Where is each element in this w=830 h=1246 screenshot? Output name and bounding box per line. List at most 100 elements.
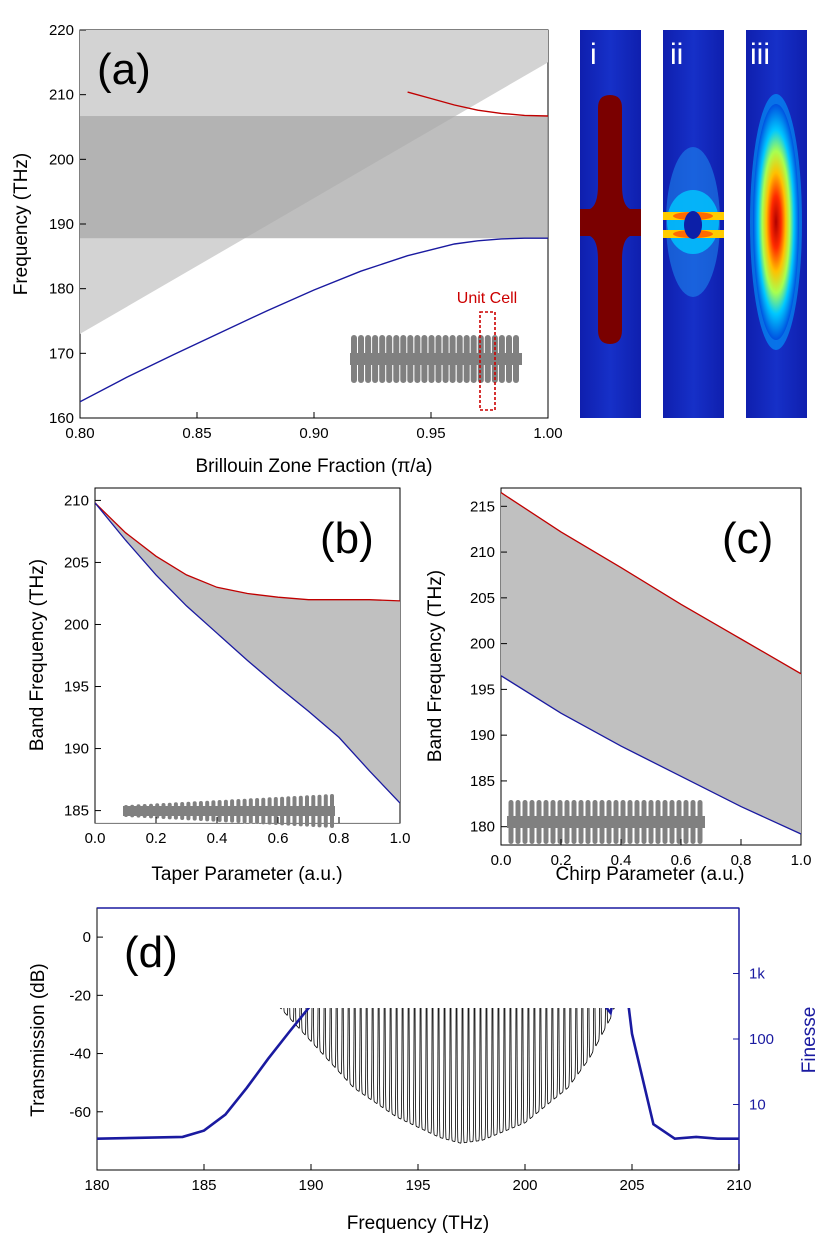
unit-cell-box	[479, 311, 496, 411]
waveguide-rib	[421, 335, 428, 383]
panel-c-y-ticks: 180 185 190 195 200 205 210 215	[470, 498, 507, 836]
panel-d: 180 185 190 195 200 205 210 0 -20 -40 -60 10 100 1k…	[28, 907, 820, 1234]
panel-d-label: (d)	[124, 928, 178, 977]
panel-d-x-ticks: 180 185 190 195 200 205 210	[84, 1164, 752, 1194]
waveguide-rib	[697, 800, 703, 844]
panel-d-frame	[96, 907, 740, 1171]
waveguide-rib	[557, 800, 563, 844]
y-tick-label: -40	[69, 1046, 91, 1063]
panel-c-upper-edge	[501, 492, 801, 675]
waveguide-rib	[365, 335, 372, 383]
panel-b-lower-edge	[95, 502, 400, 804]
y-tick-label: 190	[49, 216, 74, 233]
waveguide-rib	[230, 799, 235, 823]
y-tick-label: 200	[49, 151, 74, 168]
waveguide-rib	[515, 800, 521, 844]
waveguide-rib	[648, 800, 654, 844]
waveguide-rib	[142, 804, 147, 818]
waveguide-rib	[655, 800, 661, 844]
panel-b-upper-edge	[95, 502, 400, 602]
y-tick-label: 0	[83, 929, 91, 946]
x-tick-label: 0.8	[731, 852, 752, 869]
field-panel-i: i	[580, 30, 641, 418]
finesse-curve	[97, 1008, 739, 1141]
x-tick-label: 0.4	[611, 852, 632, 869]
field-profiles: i ii iii	[580, 30, 807, 418]
waveguide-rib	[442, 335, 449, 383]
unit-cell-label: Unit Cell	[457, 290, 517, 307]
waveguide-rib	[205, 800, 210, 822]
y-tick-label: -20	[69, 987, 91, 1004]
waveguide-rib	[255, 798, 260, 824]
waveguide-rib	[298, 795, 303, 827]
waveguide-rib	[634, 800, 640, 844]
waveguide-rib	[261, 797, 266, 825]
waveguide-rib	[620, 800, 626, 844]
x-tick-label: 0.8	[329, 830, 350, 847]
waveguide-rib	[358, 335, 364, 383]
bandgap-region	[80, 116, 548, 239]
y2-tick-label: 100	[749, 1031, 774, 1048]
waveguide-rib	[161, 803, 166, 819]
waveguide-rib	[292, 796, 297, 826]
waveguide-rib	[180, 802, 185, 820]
waveguide-rib	[676, 800, 682, 844]
waveguide-rib	[435, 335, 442, 383]
waveguide-rib	[305, 795, 309, 827]
waveguide-rib	[599, 800, 605, 844]
waveguide-rib	[155, 803, 160, 819]
panel-b-x-ticks: 0.0 0.2 0.4 0.6 0.8 1.0	[85, 817, 410, 847]
waveguide-rib	[627, 800, 633, 844]
waveguide-rib	[641, 800, 647, 844]
panel-a: 0.80 0.85 0.90 0.95 1.00 160 170 180 190 200 210 2…	[11, 22, 563, 477]
waveguide-rib	[606, 800, 612, 844]
waveguide-rib	[498, 335, 505, 383]
waveguide-rib	[236, 799, 241, 823]
waveguide-rib	[564, 800, 570, 844]
x-tick-label: 210	[726, 1177, 751, 1194]
waveguide-rib	[149, 803, 153, 819]
x-tick-label: 0.0	[491, 852, 512, 869]
waveguide-rib	[386, 335, 393, 383]
panel-c-y-axis-label: Band Frequency (THz)	[425, 570, 446, 762]
waveguide-rib	[683, 800, 689, 844]
y-tick-label: 160	[49, 410, 74, 427]
y-tick-label: 195	[470, 681, 495, 698]
waveguide-rib	[484, 335, 491, 383]
y-tick-label: 205	[64, 554, 89, 571]
y-tick-label: 185	[64, 803, 89, 820]
x-tick-label: 195	[405, 1177, 430, 1194]
panel-d-y2-axis-label: Finesse	[799, 1007, 820, 1074]
waveguide-rib	[223, 799, 228, 823]
x-tick-label: 0.80	[65, 425, 94, 442]
waveguide-rib	[613, 800, 619, 844]
x-tick-label: 0.6	[671, 852, 692, 869]
panel-c-x-axis-label: Chirp Parameter (a.u.)	[555, 864, 744, 885]
y-tick-label: 215	[470, 498, 495, 515]
y-tick-label: 200	[470, 636, 495, 653]
waveguide-rib	[506, 335, 512, 383]
waveguide-rib	[330, 794, 334, 828]
y-tick-label: 180	[470, 819, 495, 836]
panel-d-x-axis-label: Frequency (THz)	[347, 1213, 490, 1234]
waveguide-rib	[571, 800, 577, 844]
waveguide-rib	[280, 796, 285, 826]
waveguide-rib	[124, 805, 128, 817]
x-tick-label: 0.95	[416, 425, 445, 442]
waveguide-rib	[192, 801, 197, 821]
waveguide-rib	[522, 800, 528, 844]
waveguide-rib	[508, 800, 514, 844]
x-tick-label: 180	[84, 1177, 109, 1194]
waveguide-rib	[463, 335, 470, 383]
waveguide-rib	[449, 335, 456, 383]
field-panel-ii: ii	[663, 30, 724, 418]
x-tick-label: 0.2	[551, 852, 572, 869]
panel-b-y-axis-label: Band Frequency (THz)	[27, 559, 48, 751]
panel-b-y-ticks: 185 190 195 200 205 210	[64, 492, 101, 820]
y-tick-label: 210	[470, 544, 495, 561]
waveguide-rib	[267, 797, 272, 825]
x-tick-label: 200	[512, 1177, 537, 1194]
waveguide-rib	[428, 335, 435, 383]
waveguide-rib	[470, 335, 477, 383]
